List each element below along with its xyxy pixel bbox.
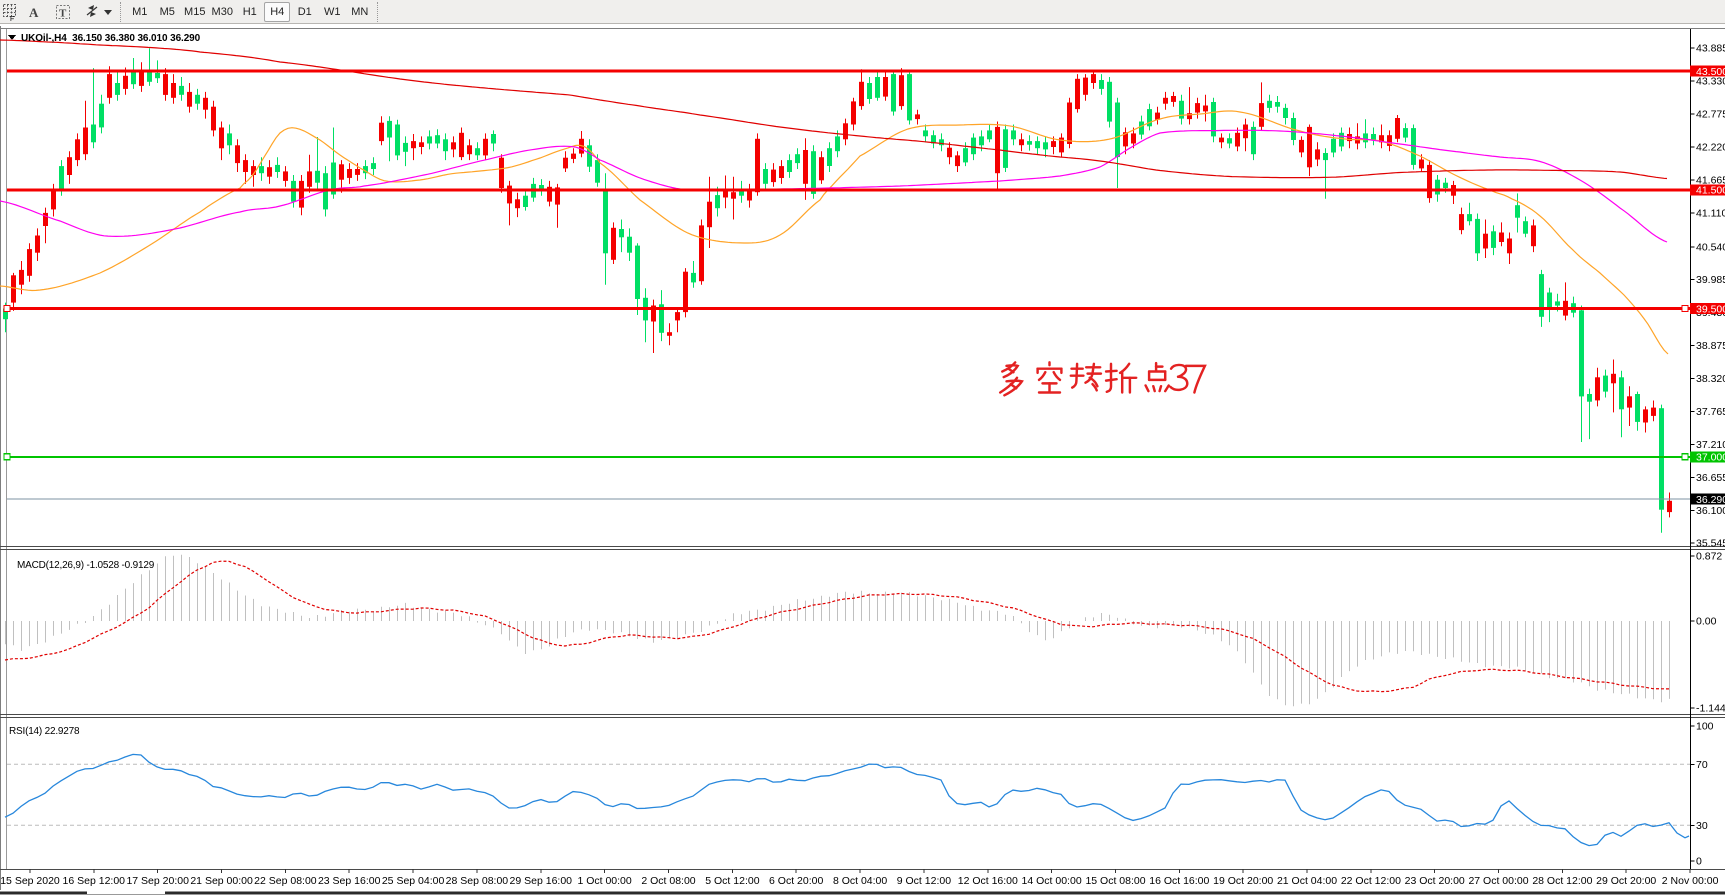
svg-text:23 Sep 16:00: 23 Sep 16:00 [318,875,381,887]
svg-text:29 Oct 20:00: 29 Oct 20:00 [1596,875,1656,887]
svg-text:-1.1444: -1.1444 [1696,703,1725,715]
svg-text:14 Oct 00:00: 14 Oct 00:00 [1022,875,1082,887]
svg-text:27 Oct 00:00: 27 Oct 00:00 [1468,875,1528,887]
svg-text:37.765: 37.765 [1696,406,1725,418]
svg-text:2 Oct 08:00: 2 Oct 08:00 [641,875,695,887]
svg-text:0.872: 0.872 [1696,551,1722,563]
svg-text:21 Sep 00:00: 21 Sep 00:00 [190,875,253,887]
svg-text:36.290: 36.290 [1696,494,1725,506]
svg-text:17 Sep 20:00: 17 Sep 20:00 [126,875,189,887]
svg-text:40.540: 40.540 [1696,241,1725,253]
svg-text:35.545: 35.545 [1696,538,1725,550]
svg-text:19 Oct 20:00: 19 Oct 20:00 [1213,875,1273,887]
svg-text:5 Oct 12:00: 5 Oct 12:00 [705,875,759,887]
svg-text:16 Sep 12:00: 16 Sep 12:00 [63,875,126,887]
svg-text:41.665: 41.665 [1696,175,1725,187]
svg-text:43.330: 43.330 [1696,76,1725,88]
svg-text:41.110: 41.110 [1696,207,1725,219]
svg-text:36.100: 36.100 [1696,505,1725,517]
svg-text:29 Sep 16:00: 29 Sep 16:00 [510,875,573,887]
svg-text:39.985: 39.985 [1696,274,1725,286]
svg-text:MACD(12,26,9) -1.0528 -0.9129: MACD(12,26,9) -1.0528 -0.9129 [17,560,155,571]
svg-text:16 Oct 16:00: 16 Oct 16:00 [1149,875,1209,887]
svg-text:28 Oct 12:00: 28 Oct 12:00 [1532,875,1592,887]
svg-text:41.500: 41.500 [1696,185,1725,197]
svg-text:37.000: 37.000 [1696,452,1725,464]
svg-text:0.00: 0.00 [1696,616,1717,628]
svg-text:T: T [59,8,67,20]
svg-text:22 Oct 12:00: 22 Oct 12:00 [1341,875,1401,887]
svg-text:15 Sep 2020: 15 Sep 2020 [0,875,60,887]
svg-text:A: A [29,5,39,20]
svg-text:38.875: 38.875 [1696,340,1725,352]
svg-text:UKOil-,H4 36.150 36.380 36.01: UKOil-,H4 36.150 36.380 36.010 36.290 [21,33,201,44]
svg-text:21 Oct 04:00: 21 Oct 04:00 [1277,875,1337,887]
svg-text:22 Sep 08:00: 22 Sep 08:00 [254,875,317,887]
svg-text:6 Oct 20:00: 6 Oct 20:00 [769,875,823,887]
svg-text:15 Oct 08:00: 15 Oct 08:00 [1085,875,1145,887]
svg-text:38.320: 38.320 [1696,373,1725,385]
svg-text:RSI(14) 22.9278: RSI(14) 22.9278 [9,726,80,737]
svg-text:30: 30 [1696,820,1708,832]
svg-text:25 Sep 04:00: 25 Sep 04:00 [382,875,445,887]
svg-text:39.500: 39.500 [1696,303,1725,315]
svg-text:2 Nov 00:00: 2 Nov 00:00 [1662,875,1719,887]
svg-text:43.885: 43.885 [1696,43,1725,55]
svg-text:36.655: 36.655 [1696,472,1725,484]
svg-text:23 Oct 20:00: 23 Oct 20:00 [1405,875,1465,887]
svg-text:12 Oct 16:00: 12 Oct 16:00 [958,875,1018,887]
svg-text:1 Oct 00:00: 1 Oct 00:00 [577,875,631,887]
svg-text:42.775: 42.775 [1696,109,1725,121]
svg-text:37.210: 37.210 [1696,439,1725,451]
svg-text:28 Sep 08:00: 28 Sep 08:00 [446,875,509,887]
svg-text:100: 100 [1696,721,1714,733]
svg-text:43.500: 43.500 [1696,66,1725,78]
svg-text:9 Oct 12:00: 9 Oct 12:00 [897,875,951,887]
svg-text:70: 70 [1696,759,1708,771]
svg-text:0: 0 [1696,856,1702,868]
svg-text:8 Oct 04:00: 8 Oct 04:00 [833,875,887,887]
svg-text:42.220: 42.220 [1696,142,1725,154]
svg-text:F: F [10,16,14,23]
